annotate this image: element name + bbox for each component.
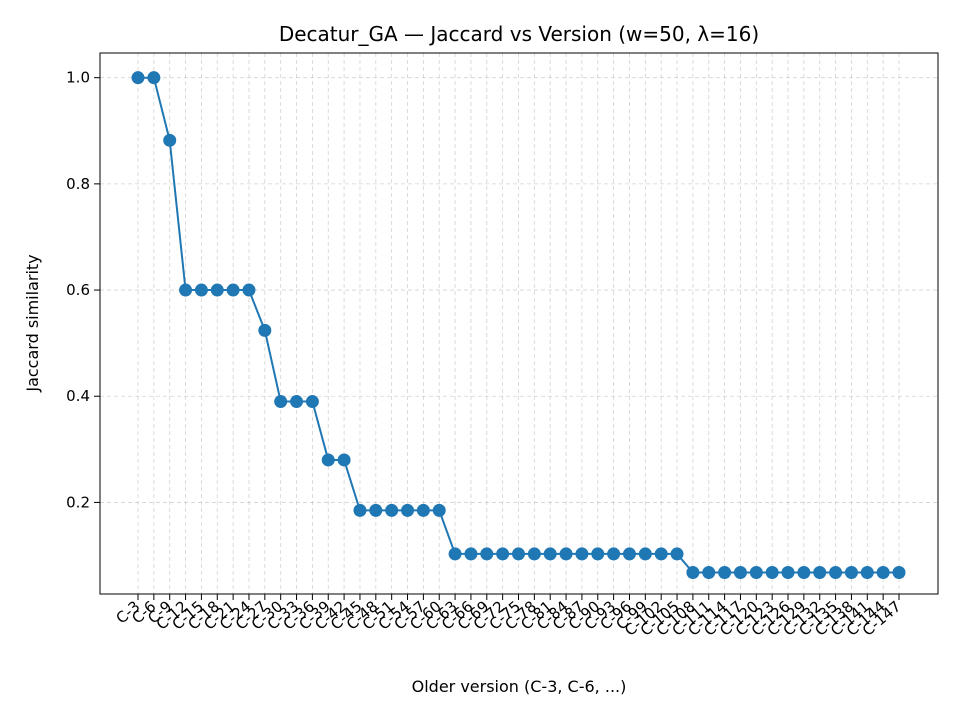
data-points xyxy=(131,71,906,579)
data-point xyxy=(813,565,827,579)
data-point xyxy=(401,503,415,517)
data-point xyxy=(607,547,621,561)
data-point xyxy=(464,547,478,561)
data-point xyxy=(575,547,589,561)
data-point xyxy=(274,395,288,409)
data-point xyxy=(432,503,446,517)
data-point xyxy=(829,565,843,579)
data-point xyxy=(210,283,224,297)
data-point xyxy=(860,565,874,579)
x-axis-title: Older version (C-3, C-6, ...) xyxy=(412,677,627,696)
data-point xyxy=(559,547,573,561)
y-tick-label: 0.2 xyxy=(66,493,90,511)
y-tick-label: 0.6 xyxy=(66,281,90,299)
data-point xyxy=(290,395,304,409)
y-tick-label: 1.0 xyxy=(66,69,90,87)
x-axis-ticks: C-3C-6C-9C-12C-15C-18C-21C-24C-27C-30C-3… xyxy=(113,594,905,640)
data-point xyxy=(258,323,272,337)
data-point xyxy=(591,547,605,561)
data-point xyxy=(876,565,890,579)
data-point xyxy=(686,565,700,579)
data-point xyxy=(654,547,668,561)
data-point xyxy=(179,283,193,297)
data-point xyxy=(781,565,795,579)
data-point xyxy=(496,547,510,561)
data-point xyxy=(337,453,351,467)
data-point xyxy=(226,283,240,297)
data-point xyxy=(702,565,716,579)
data-point xyxy=(512,547,525,561)
data-point xyxy=(892,565,906,579)
data-point xyxy=(194,283,208,297)
data-point xyxy=(670,547,684,561)
data-point xyxy=(242,283,256,297)
grid-lines xyxy=(100,53,938,594)
data-point xyxy=(797,565,811,579)
data-point xyxy=(844,565,858,579)
data-point xyxy=(638,547,652,561)
data-point xyxy=(131,71,145,85)
data-point xyxy=(480,547,494,561)
y-tick-label: 0.8 xyxy=(66,175,90,193)
data-point xyxy=(163,133,177,147)
data-point xyxy=(369,503,383,517)
data-point xyxy=(543,547,557,561)
data-point xyxy=(147,71,161,85)
data-point xyxy=(765,565,779,579)
plot-frame xyxy=(99,52,939,595)
chart-title: Decatur_GA — Jaccard vs Version (w=50, λ… xyxy=(279,22,759,46)
y-axis-title: Jaccard similarity xyxy=(23,254,42,392)
y-axis-ticks: 0.2 0.4 0.6 0.8 1.0 xyxy=(66,69,100,511)
y-tick-label: 0.4 xyxy=(66,387,90,405)
data-point xyxy=(749,565,763,579)
data-point xyxy=(353,503,367,517)
data-point xyxy=(527,547,541,561)
data-point xyxy=(733,565,747,579)
data-point xyxy=(448,547,462,561)
data-point xyxy=(321,453,335,467)
data-point xyxy=(305,395,319,409)
data-point xyxy=(718,565,732,579)
data-point xyxy=(622,547,636,561)
data-point xyxy=(385,503,399,517)
data-point xyxy=(416,503,430,517)
